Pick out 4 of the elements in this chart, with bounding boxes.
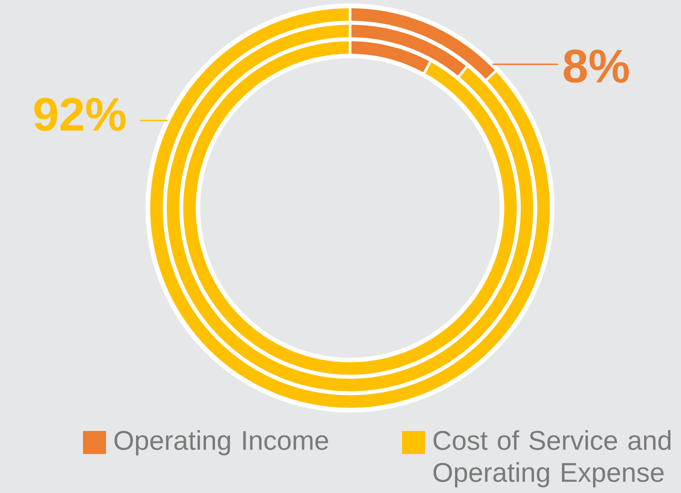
data-label: 92% <box>34 98 126 132</box>
legend-label: Operating Income <box>114 430 328 456</box>
legend-label: Cost of Service and Operating Expense <box>433 430 671 488</box>
data-label: 8% <box>564 50 629 83</box>
